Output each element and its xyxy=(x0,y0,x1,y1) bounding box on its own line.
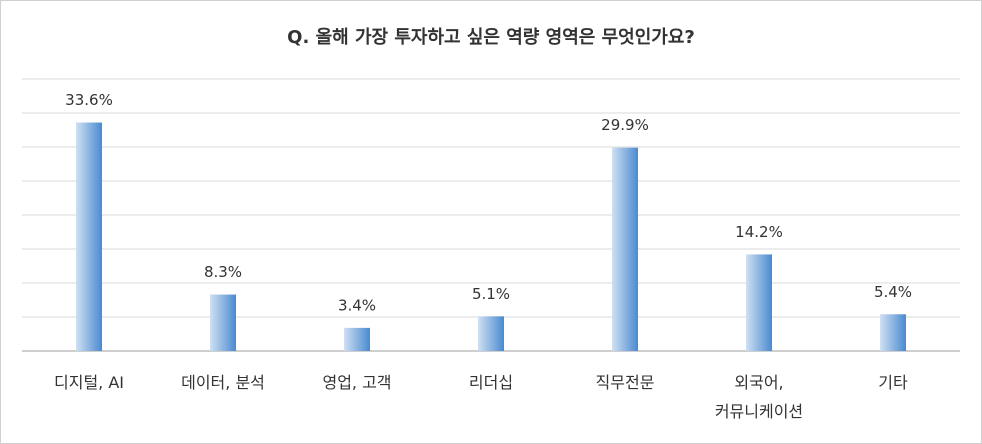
bar xyxy=(344,327,370,351)
data-label: 5.4% xyxy=(874,283,912,301)
x-tick-label: 외국어, 커뮤니케이션 xyxy=(714,373,804,421)
x-tick-label: 디지털, AI xyxy=(54,373,124,392)
data-label: 14.2% xyxy=(735,223,783,241)
bar xyxy=(478,316,504,351)
bar xyxy=(612,147,638,351)
data-label: 8.3% xyxy=(204,263,242,281)
x-tick-label: 데이터, 분석 xyxy=(181,373,265,392)
data-label: 29.9% xyxy=(601,116,649,134)
chart-title: Q. 올해 가장 투자하고 싶은 역량 영역은 무엇인가요? xyxy=(287,27,695,48)
x-tick-label: 리더십 xyxy=(468,373,514,392)
x-tick-label: 기타 xyxy=(878,373,908,392)
data-label: 33.6% xyxy=(65,91,113,109)
x-tick-label: 영업, 고객 xyxy=(322,373,392,392)
data-label: 5.1% xyxy=(472,285,510,303)
bar xyxy=(76,122,102,352)
data-label: 3.4% xyxy=(338,296,376,314)
bar xyxy=(880,314,906,351)
bar xyxy=(746,254,772,351)
bar xyxy=(210,294,236,351)
x-tick-label: 직무전문 xyxy=(595,373,655,392)
